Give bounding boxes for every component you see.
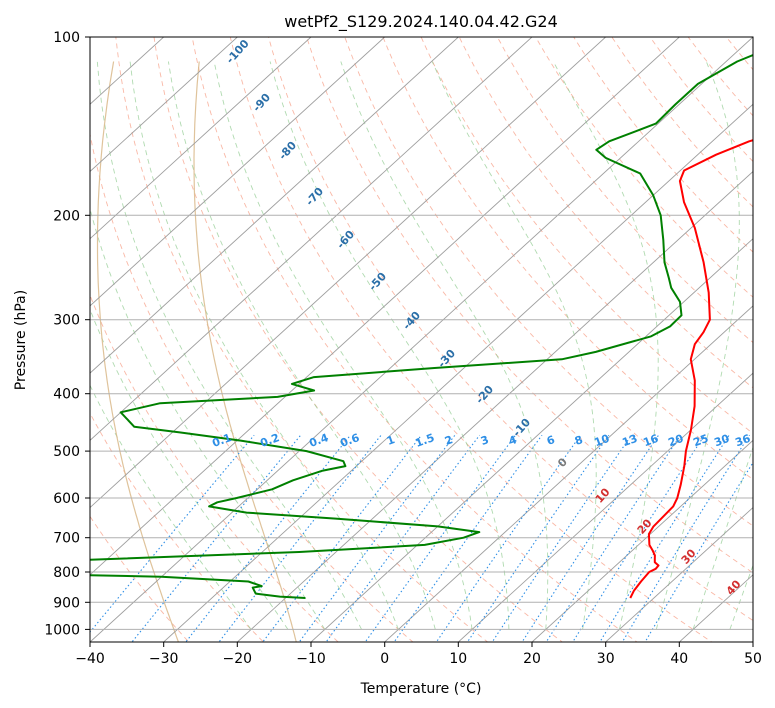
mixing-ratio-label: 0.6 xyxy=(338,431,361,450)
x-tick-label: 40 xyxy=(670,651,688,667)
series-line xyxy=(90,53,753,599)
dry-adiabat-line xyxy=(535,37,753,298)
y-tick-label: 400 xyxy=(53,387,80,403)
moist-adiabat-line xyxy=(96,61,362,630)
mixing-ratio-label: 2 xyxy=(443,433,455,448)
mixing-ratio-line xyxy=(599,434,730,642)
y-axis-label: Pressure (hPa) xyxy=(13,290,29,390)
dry-adiabat-line xyxy=(458,37,753,389)
dry-adiabat-line xyxy=(229,37,713,642)
isotherm-line xyxy=(531,439,753,642)
mixing-ratio-label: 8 xyxy=(573,433,585,448)
plot-frame xyxy=(89,36,754,643)
mixing-ratio-line xyxy=(621,434,750,642)
moist-adiabat-line xyxy=(655,61,740,630)
y-tick-label: 900 xyxy=(53,595,80,611)
isotherm-line xyxy=(90,37,681,576)
isotherm-line xyxy=(90,37,460,374)
mixing-ratio-label: 10 xyxy=(592,432,611,450)
isotherm-line xyxy=(604,506,753,642)
ice-adiabat-line xyxy=(96,61,179,642)
y-tick-label: 700 xyxy=(53,531,80,547)
dry-adiabat-line xyxy=(420,37,753,435)
x-axis-label: Temperature (°C) xyxy=(360,681,482,697)
y-axis: 100 200 300 400 500 600 700 800 900 1000 xyxy=(44,30,90,638)
x-tick-label: −20 xyxy=(223,651,253,667)
y-tick-label: 100 xyxy=(53,30,80,46)
y-tick-label: 200 xyxy=(53,208,80,224)
mixing-ratio-line xyxy=(262,434,422,642)
mixing-ratio-line xyxy=(491,434,632,642)
x-tick-label: 0 xyxy=(380,651,389,667)
mixing-ratio-line xyxy=(218,434,382,642)
mixing-ratio-label: 1.5 xyxy=(413,431,436,450)
pressure-gridlines xyxy=(90,37,753,630)
dry-adiabat-line xyxy=(191,37,638,642)
mixing-ratio-line xyxy=(185,434,351,642)
dry-adiabat-line xyxy=(90,132,414,642)
mixing-ratio-line xyxy=(435,434,582,642)
mixing-ratio-label: 30 xyxy=(712,432,731,450)
x-tick-label: 20 xyxy=(523,651,541,667)
x-tick-label: 50 xyxy=(744,651,762,667)
dry-adiabat-line xyxy=(306,37,753,574)
y-tick-label: 500 xyxy=(53,444,80,460)
x-tick-label: −10 xyxy=(296,651,326,667)
series-line xyxy=(629,139,753,599)
mixing-ratio-label: 4 xyxy=(507,433,519,448)
mixing-ratio-line xyxy=(90,434,255,633)
mixing-ratio-line xyxy=(298,434,456,642)
mixing-ratio-line xyxy=(131,434,302,642)
mixing-ratio-label: 0.4 xyxy=(307,431,330,450)
y-tick-label: 800 xyxy=(53,565,80,581)
dry-adiabat-line xyxy=(115,37,489,642)
mixing-ratio-label: 20 xyxy=(666,432,685,450)
y-tick-label: 1000 xyxy=(44,622,80,638)
mixing-ratio-line xyxy=(572,434,706,642)
y-tick-label: 600 xyxy=(53,491,80,507)
mixing-ratio-label: 0.1 xyxy=(210,431,233,450)
mixing-ratio-label: 0.2 xyxy=(258,431,281,450)
isotherm-line xyxy=(90,37,533,441)
background-lines xyxy=(90,37,753,642)
y-tick-label: 300 xyxy=(53,313,80,329)
mixing-ratio-label: 16 xyxy=(641,432,660,450)
mixing-ratio-label: 36 xyxy=(733,432,752,450)
mixing-ratio-line xyxy=(466,434,610,642)
moist-adiabat-line xyxy=(552,61,659,630)
dry-adiabat-line xyxy=(267,37,753,622)
moist-adiabat-line xyxy=(90,206,326,630)
isotherm-line xyxy=(90,37,607,509)
dry-adiabat-line xyxy=(153,37,564,642)
mixing-ratio-line xyxy=(393,434,543,642)
isotherm-line xyxy=(236,170,753,642)
x-tick-label: −40 xyxy=(75,651,105,667)
x-tick-label: 30 xyxy=(597,651,615,667)
series-layer xyxy=(90,53,753,599)
mixing-ratio-label: 25 xyxy=(691,432,710,449)
isotherm-line xyxy=(457,372,753,642)
chart-title: wetPf2_S129.2024.140.04.42.G24 xyxy=(284,12,558,32)
dry-adiabat-line xyxy=(90,293,339,642)
isotherm-line xyxy=(90,37,386,307)
isotherm-line xyxy=(162,103,753,642)
mixing-ratio-label: 13 xyxy=(620,432,639,449)
isotherm-line xyxy=(383,305,753,642)
mixing-ratio-label: 6 xyxy=(545,433,557,448)
moist-adiabat-line xyxy=(269,61,510,630)
x-axis: −40 −30 −20 −10 0 10 20 30 40 50 xyxy=(75,642,762,667)
x-tick-label: 10 xyxy=(449,651,467,667)
x-tick-label: −30 xyxy=(149,651,179,667)
ice-adiabat-line xyxy=(193,61,297,642)
isotherm-line xyxy=(310,238,753,642)
mixing-ratio-line xyxy=(644,461,753,642)
isotherm-line xyxy=(90,37,753,642)
mixing-ratio-label: 3 xyxy=(479,433,491,448)
mixing-ratio-label: 1 xyxy=(385,433,397,448)
